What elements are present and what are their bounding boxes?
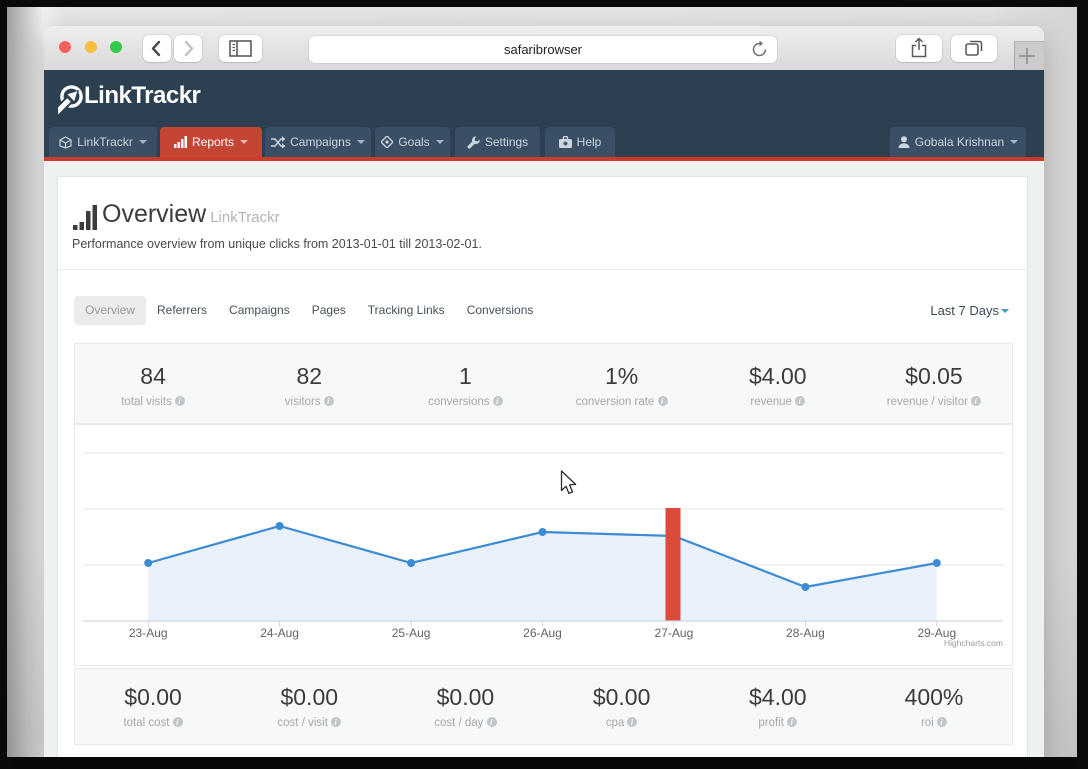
svg-text:27-Aug: 27-Aug [655,626,694,640]
svg-text:25-Aug: 25-Aug [392,626,431,640]
svg-text:29-Aug: 29-Aug [917,626,956,640]
svg-text:Highcharts.com: Highcharts.com [944,638,1003,648]
svg-text:28-Aug: 28-Aug [786,626,825,640]
svg-text:26-Aug: 26-Aug [523,626,562,640]
svg-text:23-Aug: 23-Aug [129,626,168,640]
svg-text:24-Aug: 24-Aug [260,626,299,640]
